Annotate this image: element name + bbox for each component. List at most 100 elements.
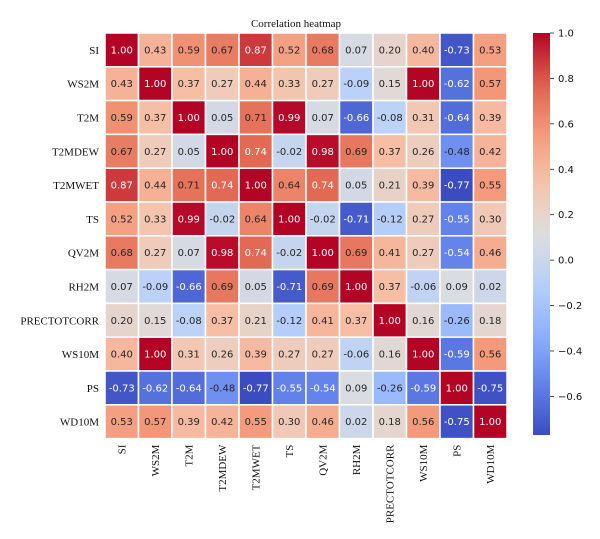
cell-value-label: 0.15 bbox=[144, 316, 166, 327]
cell-value-label: -0.12 bbox=[276, 316, 302, 327]
cell-value-label: -0.59 bbox=[444, 350, 470, 361]
cell-value-label: 0.05 bbox=[345, 181, 367, 192]
cell-value-label: 0.64 bbox=[278, 181, 300, 192]
colorbar-tick-label: −0.6 bbox=[558, 392, 582, 403]
cell-value-label: 1.00 bbox=[111, 45, 133, 56]
heatmap-cell bbox=[338, 336, 374, 372]
cell-value-label: 0.43 bbox=[111, 79, 133, 90]
heatmap-cell bbox=[137, 336, 173, 372]
cell-value-label: 0.18 bbox=[479, 316, 501, 327]
cell-value-label: 0.27 bbox=[312, 79, 334, 90]
heatmap-cell bbox=[271, 201, 307, 237]
heatmap-cell bbox=[472, 133, 508, 169]
cell-value-label: -0.62 bbox=[444, 79, 470, 90]
cell-value-label: -0.64 bbox=[444, 113, 470, 124]
cell-value-label: 0.44 bbox=[245, 79, 267, 90]
cell-value-label: 0.27 bbox=[412, 248, 434, 259]
y-tick-label: SI bbox=[89, 45, 99, 57]
y-tick-label: WD10M bbox=[60, 417, 99, 429]
cell-value-label: 0.39 bbox=[412, 181, 434, 192]
cell-value-label: -0.73 bbox=[109, 383, 135, 394]
heatmap-cell bbox=[104, 370, 140, 406]
y-axis-tick-labels: SI WS2M T2M T2MDEW T2MWET TS QV2M RH2M PRECTOTCO… bbox=[20, 45, 99, 429]
x-tick-label: WS10M bbox=[418, 444, 430, 482]
heatmap-cell bbox=[439, 167, 475, 203]
heatmap-cell bbox=[338, 201, 374, 237]
heatmap-cell bbox=[439, 370, 475, 406]
cell-value-label: 0.56 bbox=[479, 350, 501, 361]
colorbar bbox=[533, 33, 550, 435]
heatmap-annotations: 1.00 0.43 0.59 0.67 0.87 0.52 0.68 0.07 0.20 0.40… bbox=[109, 45, 503, 428]
cell-value-label: 0.39 bbox=[178, 417, 200, 428]
x-tick-label: WD10M bbox=[485, 444, 497, 483]
x-tick-label: WS2M bbox=[150, 444, 162, 476]
colorbar-tick-label: 0.4 bbox=[558, 165, 574, 176]
heatmap-cell bbox=[305, 302, 341, 338]
cell-value-label: 0.05 bbox=[245, 282, 267, 293]
heatmap-cell bbox=[171, 167, 207, 203]
heatmap-cell bbox=[305, 268, 341, 305]
cell-value-label: -0.09 bbox=[343, 79, 369, 90]
cell-value-label: -0.48 bbox=[444, 147, 470, 158]
cell-value-label: 0.74 bbox=[211, 181, 233, 192]
cell-value-label: 0.56 bbox=[412, 417, 434, 428]
cell-value-label: 0.07 bbox=[312, 113, 334, 124]
cell-value-label: 0.99 bbox=[178, 214, 200, 225]
heatmap-cell bbox=[104, 235, 140, 271]
heatmap-cell bbox=[472, 268, 508, 305]
heatmap-cell bbox=[338, 66, 374, 102]
cell-value-label: 0.69 bbox=[345, 248, 367, 259]
cell-value-label: 0.74 bbox=[312, 181, 334, 192]
cell-value-label: 0.02 bbox=[479, 282, 501, 293]
cell-value-label: 0.74 bbox=[245, 147, 267, 158]
heatmap-cell bbox=[405, 32, 441, 68]
cell-value-label: 1.00 bbox=[446, 383, 468, 394]
heatmap-cell bbox=[305, 235, 341, 271]
heatmap-cell bbox=[338, 370, 374, 406]
cell-value-label: -0.48 bbox=[209, 383, 235, 394]
cell-value-label: 0.57 bbox=[479, 79, 501, 90]
x-tick-label: RH2M bbox=[351, 444, 363, 475]
cell-value-label: 0.98 bbox=[211, 248, 233, 259]
cell-value-label: 0.20 bbox=[111, 316, 133, 327]
cell-value-label: -0.71 bbox=[343, 214, 369, 225]
heatmap-cell bbox=[305, 167, 341, 203]
cell-value-label: 1.00 bbox=[144, 350, 166, 361]
cell-value-label: -0.02 bbox=[276, 147, 302, 158]
heatmap-cell bbox=[405, 66, 441, 102]
y-tick-label: PRECTOTCORR bbox=[20, 315, 99, 327]
cell-value-label: 0.39 bbox=[479, 113, 501, 124]
cell-value-label: 1.00 bbox=[278, 214, 300, 225]
colorbar-tick-label: 0.2 bbox=[558, 210, 574, 221]
cell-value-label: 1.00 bbox=[144, 79, 166, 90]
heatmap-cell bbox=[338, 167, 374, 203]
cell-value-label: 1.00 bbox=[479, 417, 501, 428]
cell-value-label: 0.41 bbox=[379, 248, 401, 259]
x-tick-label: SI bbox=[117, 444, 129, 454]
cell-value-label: 0.99 bbox=[278, 113, 300, 124]
cell-value-label: 0.18 bbox=[379, 417, 401, 428]
cell-value-label: -0.26 bbox=[377, 383, 403, 394]
heatmap-cell bbox=[372, 370, 408, 406]
cell-value-label: 0.46 bbox=[479, 248, 501, 259]
cell-value-label: 0.57 bbox=[144, 417, 166, 428]
cell-value-label: -0.08 bbox=[377, 113, 403, 124]
colorbar-tick-labels: 1.0 0.8 0.6 0.4 0.2 0.0 −0.2 −0.4 −0.6 bbox=[550, 29, 582, 403]
cell-value-label: 0.69 bbox=[312, 282, 334, 293]
heatmap-cell bbox=[171, 99, 207, 136]
cell-value-label: 0.31 bbox=[178, 350, 200, 361]
cell-value-label: 0.69 bbox=[211, 282, 233, 293]
heatmap-cell bbox=[104, 201, 140, 237]
heatmap-cell bbox=[171, 302, 207, 338]
x-tick-label: T2M bbox=[184, 444, 196, 466]
cell-value-label: 0.87 bbox=[245, 45, 267, 56]
cell-value-label: 0.59 bbox=[178, 45, 200, 56]
cell-value-label: 0.26 bbox=[211, 350, 233, 361]
cell-value-label: -0.09 bbox=[142, 282, 168, 293]
cell-value-label: 0.27 bbox=[211, 79, 233, 90]
heatmap-cell bbox=[305, 66, 341, 102]
cell-value-label: 0.33 bbox=[278, 79, 300, 90]
heatmap-cell bbox=[271, 370, 307, 406]
cell-value-label: 0.37 bbox=[144, 113, 166, 124]
heatmap-cell bbox=[271, 302, 307, 338]
